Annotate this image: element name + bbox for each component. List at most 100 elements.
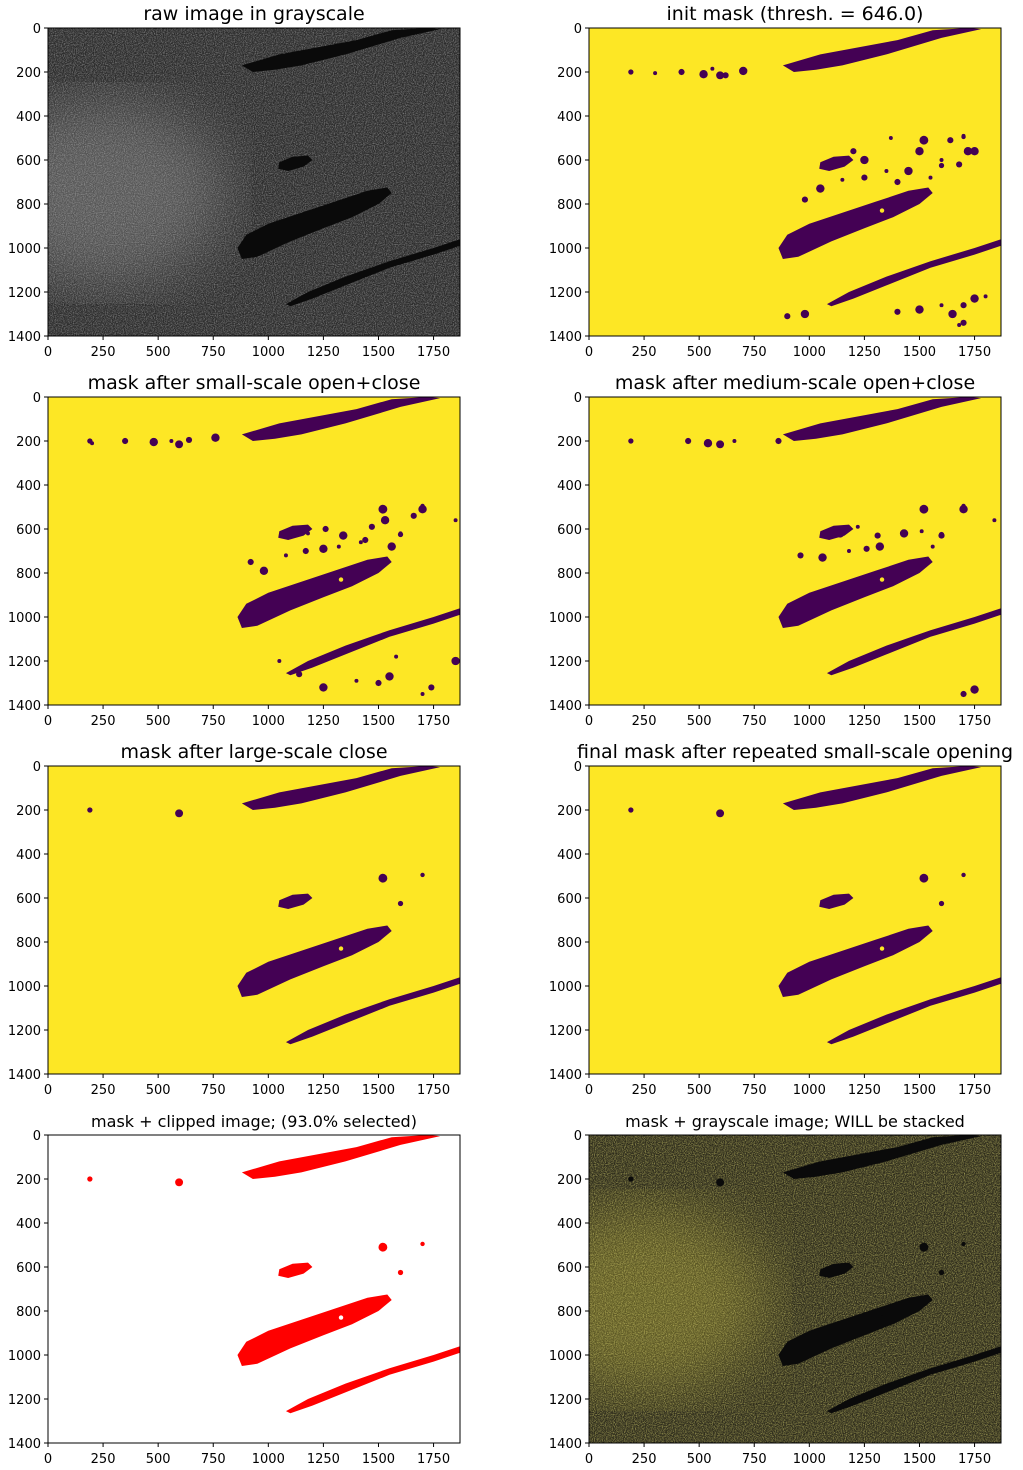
y-tick-label: 1400 [8,1437,41,1452]
mask-blob [919,504,929,514]
mask-blob [716,809,725,818]
panel-4: 0 250 500 750 1000 1250 1500 1750 0 200 400 600 800 1… [549,372,1002,729]
x-tick-label: 1000 [252,1452,285,1467]
vessel-center-region [237,187,392,259]
mask-speck [915,147,924,156]
mask-speck [928,175,933,180]
x-tick-label: 0 [585,1083,593,1098]
mask-speck [915,305,924,314]
y-tick-label: 0 [33,22,41,37]
red-blob [378,1242,388,1252]
image-area [48,28,460,336]
mask-speck [296,671,303,678]
mask-speck [861,174,868,181]
mask-blob [338,946,344,951]
mask-speck [451,656,460,666]
red-blob [420,1241,425,1247]
panel-title: final mask after repeated small-scale op… [577,741,1013,763]
y-tick-label: 1200 [8,1393,41,1408]
vessel-top-region [241,28,441,72]
y-tick-label: 1200 [549,655,582,670]
mask-speck [960,302,967,309]
y-tick-label: 1400 [8,330,41,345]
mask-speck [816,184,825,193]
vessel-center-region [237,1294,392,1366]
x-tick-label: 0 [585,345,593,360]
mask-speck [259,566,269,575]
mask-speck [874,532,881,539]
y-tick-label: 800 [16,936,41,951]
mask-speck [930,544,935,549]
mask-speck [283,553,288,558]
dark-blob [879,1315,885,1320]
mask-speck [628,439,633,443]
x-tick-label: 1000 [252,714,285,729]
vessel-center-region [778,925,933,997]
mask-speck [394,654,399,659]
x-tick-label: 1750 [958,714,991,729]
x-tick-label: 1250 [848,1083,881,1098]
y-tick-label: 1200 [8,1024,41,1039]
axes-frame [47,27,461,337]
mid-blob-region [278,893,313,909]
x-tick-label: 1750 [417,345,450,360]
dark-blob [919,1242,929,1252]
axes-frame [47,396,461,706]
mask-speck [410,512,417,519]
tissue-texture [589,1135,1001,1443]
mask-speck [122,437,129,445]
x-tick-label: 1750 [417,1083,450,1098]
x-tick-label: 1000 [252,345,285,360]
y-tick-label: 1000 [549,980,582,995]
mask-speck [947,137,954,144]
y-tick-label: 400 [557,479,582,494]
panel-title: mask + clipped image; (93.0% selected) [91,1112,417,1131]
image-background [589,397,1001,705]
vessel-bottom-region [285,977,460,1045]
image-background [48,397,460,705]
y-tick-label: 1000 [8,611,41,626]
vessel-center-region [237,556,392,628]
mask-speck [90,441,95,446]
panel-1: 0 250 500 750 1000 1250 1500 1750 0 200 400 600 800 1… [8,3,461,360]
mask-speck [840,177,845,182]
axes-frame [588,396,1002,706]
dark-blob [628,1176,634,1182]
y-tick-label: 800 [16,198,41,213]
y-tick-label: 0 [33,1129,41,1144]
x-tick-label: 500 [146,714,171,729]
x-tick-label: 0 [585,714,593,729]
mask-blob [961,872,966,878]
vessel-bottom-region [826,1346,1001,1414]
mask-speck [185,436,193,443]
mask-speck [703,439,713,448]
mask-speck [797,552,804,559]
red-blob [338,1315,344,1320]
panel-title: mask after medium-scale open+close [615,372,975,394]
panel-2: 0 250 500 750 1000 1250 1500 1750 0 200 400 600 800 1… [549,3,1002,360]
x-tick-label: 250 [91,1452,116,1467]
y-tick-label: 600 [557,154,582,169]
y-tick-label: 800 [557,198,582,213]
mask-speck [453,518,458,523]
mask-speck [710,66,715,71]
y-tick-label: 0 [574,22,582,37]
mask-speck [863,545,870,552]
mask-speck [960,319,967,326]
mask-speck [385,672,394,681]
mask-blob [87,807,93,813]
x-tick-label: 500 [687,714,712,729]
y-tick-label: 600 [557,892,582,907]
mask-blob [175,440,184,449]
image-area [589,397,1001,705]
dark-blob [961,1241,966,1247]
panel-title: raw image in grayscale [143,3,364,25]
y-tick-label: 0 [33,760,41,775]
panel-title: init mask (thresh. = 646.0) [667,3,924,25]
mask-speck [354,678,359,683]
vessel-top-region [782,766,982,810]
x-tick-label: 1000 [252,1083,285,1098]
mask-speck [956,161,963,168]
image-background [589,766,1001,1074]
mask-speck [418,505,427,514]
